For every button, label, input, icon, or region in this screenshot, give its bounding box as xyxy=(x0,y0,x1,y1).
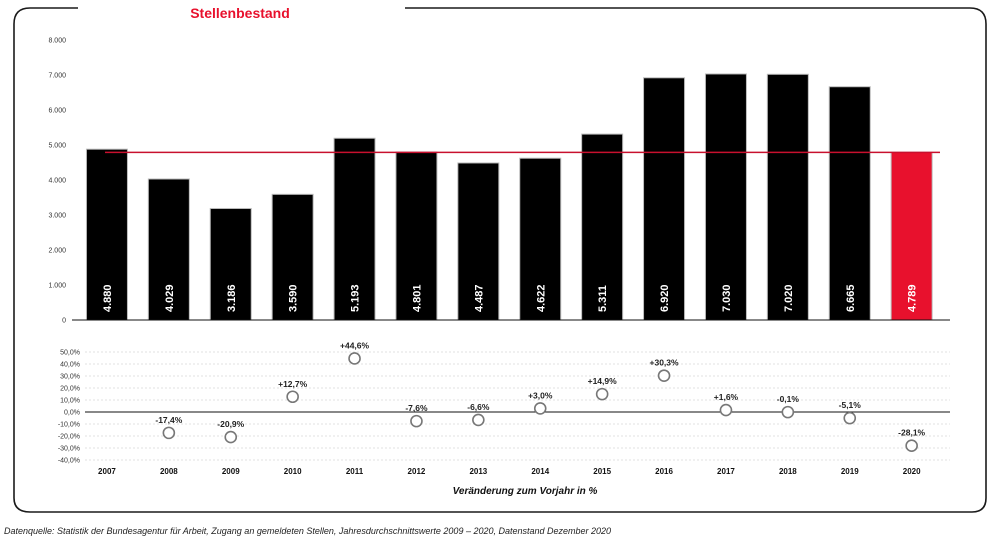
bar-y-tick-label: 4.000 xyxy=(48,178,66,185)
change-y-tick-label: -40,0% xyxy=(58,458,80,465)
chart-frame xyxy=(13,7,987,513)
bar-2011 xyxy=(333,137,376,321)
change-point-2019 xyxy=(843,411,857,425)
bar-value-label: 4.801 xyxy=(411,284,423,312)
change-value-label: -20,9% xyxy=(217,419,244,429)
change-y-tick-label: 10,0% xyxy=(60,398,80,405)
bar-y-tick-label: 7.000 xyxy=(48,73,66,80)
change-y-tick-label: -10,0% xyxy=(58,422,80,429)
change-chart-y-axis: -40,0% -30,0% -20,0% -10,0% 0,0% 10,0% 20,0% 30… xyxy=(58,350,80,465)
bar-value-label: 5.193 xyxy=(350,284,362,312)
bar-y-tick-label: 6.000 xyxy=(48,108,66,115)
change-value-label: +1,6% xyxy=(714,392,739,402)
change-value-label: -0,1% xyxy=(777,394,800,404)
change-x-tick-label: 2008 xyxy=(160,467,178,476)
bar-2013 xyxy=(457,162,500,321)
bar-value-label: 4.029 xyxy=(164,284,176,312)
data-source-footnote: Datenquelle: Statistik der Bundesagentur… xyxy=(4,526,612,536)
change-x-tick-label: 2016 xyxy=(655,467,673,476)
change-point-2014 xyxy=(533,402,547,415)
chart-figure: Stellenbestand 0 1.000 2.000 3.000 4.000 5.00… xyxy=(13,5,987,513)
change-point-2008 xyxy=(162,426,176,440)
bar-chart-y-axis: 0 1.000 2.000 3.000 4.000 5.000 6.000 7.000 8.00… xyxy=(48,38,66,325)
bar-2019 xyxy=(828,86,871,321)
bar-2017 xyxy=(704,73,747,321)
change-point-2015 xyxy=(595,387,609,401)
bar-value-label: 4.622 xyxy=(535,284,547,312)
change-x-tick-label: 2017 xyxy=(717,467,735,476)
bar-chart-title: Stellenbestand xyxy=(190,5,290,21)
change-y-tick-label: 20,0% xyxy=(60,386,80,393)
change-point-2013 xyxy=(472,413,485,427)
bar-2020 xyxy=(890,151,933,321)
change-value-label: +12,7% xyxy=(278,379,308,389)
change-value-label: +3,0% xyxy=(528,390,553,400)
change-point-2009 xyxy=(224,430,238,444)
bar-y-tick-label: 1.000 xyxy=(48,283,66,290)
bar-2014 xyxy=(519,157,562,321)
bar-2016 xyxy=(643,77,686,321)
bar-value-label: 4.789 xyxy=(907,284,919,312)
bar-2012 xyxy=(395,151,438,321)
bar-y-tick-label: 3.000 xyxy=(48,213,66,220)
change-y-tick-label: 40,0% xyxy=(60,362,80,369)
change-y-tick-label: 30,0% xyxy=(60,374,80,381)
change-value-label: -7,6% xyxy=(405,403,428,413)
bar-2008 xyxy=(147,178,190,321)
change-point-2011 xyxy=(348,352,361,365)
change-chart-x-label: Veränderung zum Vorjahr in % xyxy=(453,486,598,497)
change-value-label: -28,1% xyxy=(898,428,925,438)
bar-y-tick-label: 2.000 xyxy=(48,248,66,255)
bar-value-label: 4.487 xyxy=(473,284,485,312)
change-y-tick-label: 50,0% xyxy=(60,350,80,357)
bar-y-tick-label: 8.000 xyxy=(48,38,66,45)
change-y-tick-label: -20,0% xyxy=(58,434,80,441)
change-points: -17,4% -20,9% +12,7% +44,6% -7,6% -6,6% +3,0% +… xyxy=(155,340,926,453)
change-x-tick-label: 2011 xyxy=(346,467,364,476)
bar-value-label: 6.665 xyxy=(845,284,857,312)
change-value-label: +30,3% xyxy=(650,358,680,368)
change-point-2010 xyxy=(286,390,299,404)
bar-2018 xyxy=(766,73,809,321)
bar-value-label: 3.590 xyxy=(288,284,300,312)
change-x-tick-label: 2018 xyxy=(779,467,797,476)
change-point-2017 xyxy=(719,403,733,417)
change-value-label: -6,6% xyxy=(467,402,490,412)
change-point-2018 xyxy=(781,405,795,419)
bar-y-tick-label: 0 xyxy=(62,318,66,325)
change-x-tick-label: 2015 xyxy=(593,467,611,476)
change-point-2012 xyxy=(410,414,423,428)
change-y-tick-label: 0,0% xyxy=(64,410,80,417)
change-value-label: +44,6% xyxy=(340,340,370,350)
change-x-tick-label: 2019 xyxy=(841,467,859,476)
bar-value-label: 4.880 xyxy=(102,284,114,312)
bar-value-label: 5.311 xyxy=(597,285,609,312)
change-x-tick-label: 2013 xyxy=(469,467,487,476)
change-value-label: -17,4% xyxy=(155,415,182,425)
bar-y-tick-label: 5.000 xyxy=(48,143,66,150)
change-point-2020 xyxy=(905,439,918,453)
change-x-tick-label: 2007 xyxy=(98,467,116,476)
bar-value-label: 3.186 xyxy=(226,284,238,312)
bar-2010 xyxy=(271,193,314,321)
bar-value-label: 6.920 xyxy=(659,284,671,312)
change-x-tick-label: 2009 xyxy=(222,467,240,476)
change-chart-x-axis: 2007 2008 2009 2010 2011 2012 2013 2014 2015 2016… xyxy=(98,467,921,476)
change-y-tick-label: -30,0% xyxy=(58,446,80,453)
change-x-tick-label: 2012 xyxy=(408,467,426,476)
change-x-tick-label: 2014 xyxy=(531,467,549,476)
bar-value-label: 7.020 xyxy=(783,284,795,312)
bar-series xyxy=(85,73,933,321)
change-value-label: -5,1% xyxy=(839,400,862,410)
bar-2015 xyxy=(581,133,624,321)
change-chart-grid xyxy=(85,351,950,461)
change-value-label: +14,9% xyxy=(588,376,618,386)
bar-value-labels: 4.880 4.029 3.186 3.590 5.193 4.801 4.487 4.622… xyxy=(102,284,919,312)
change-point-2016 xyxy=(657,369,671,382)
bar-value-label: 7.030 xyxy=(721,284,733,312)
change-x-tick-label: 2010 xyxy=(284,467,302,476)
change-x-tick-label: 2020 xyxy=(903,467,921,476)
